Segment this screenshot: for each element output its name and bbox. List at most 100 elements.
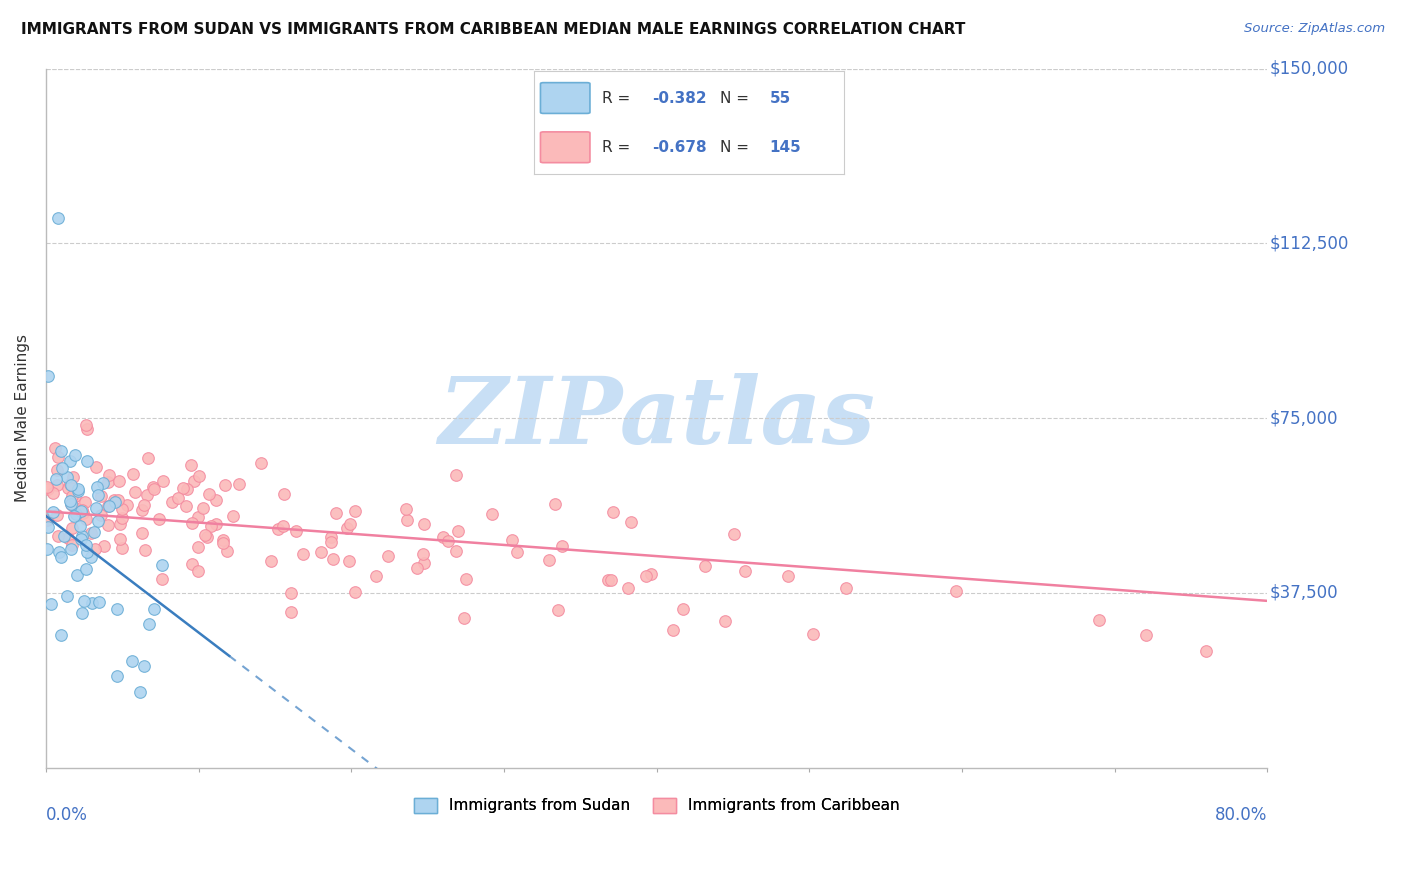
- Point: [76, 545, 98, 559]
- Point: [37, 541, 59, 556]
- Text: $112,500: $112,500: [1270, 235, 1350, 252]
- Point: [337, 554, 360, 568]
- Point: [193, 500, 215, 515]
- Point: [80, 597, 103, 611]
- Point: [69, 532, 91, 546]
- Point: [176, 500, 198, 514]
- Point: [344, 585, 367, 599]
- Point: [110, 502, 132, 516]
- Point: [121, 654, 143, 668]
- Point: [41, 505, 63, 519]
- Point: [60, 478, 83, 492]
- Point: [138, 451, 160, 466]
- Point: [150, 558, 173, 572]
- Point: [93, 539, 115, 553]
- Point: [447, 524, 470, 538]
- Point: [76, 454, 98, 468]
- Point: [134, 498, 156, 512]
- Point: [60, 538, 83, 552]
- Y-axis label: Median Male Earnings: Median Male Earnings: [15, 334, 30, 502]
- Point: [56, 481, 79, 495]
- Point: [412, 556, 434, 570]
- Point: [212, 533, 235, 548]
- Point: [432, 530, 454, 544]
- Point: [377, 549, 399, 563]
- Point: [444, 544, 467, 558]
- Point: [89, 595, 111, 609]
- Point: [945, 584, 967, 599]
- Text: $75,000: $75,000: [1270, 409, 1339, 427]
- Point: [596, 573, 619, 587]
- Point: [80, 550, 103, 565]
- Point: [59, 542, 82, 557]
- Point: [260, 554, 283, 568]
- Point: [187, 564, 209, 578]
- Point: [75, 512, 97, 526]
- Point: [37, 480, 59, 494]
- Point: [73, 593, 96, 607]
- Point: [37, 482, 59, 496]
- Point: [212, 536, 235, 550]
- Point: [90, 508, 112, 522]
- Point: [37, 513, 59, 527]
- Point: [98, 468, 121, 483]
- Point: [197, 487, 219, 501]
- Point: [395, 501, 418, 516]
- Text: $150,000: $150,000: [1270, 60, 1348, 78]
- Point: [48, 544, 70, 558]
- Point: [37, 519, 59, 533]
- Point: [544, 498, 567, 512]
- Point: [65, 507, 87, 521]
- Point: [142, 602, 165, 616]
- Text: N =: N =: [720, 90, 749, 105]
- Point: [505, 544, 527, 558]
- Point: [661, 623, 683, 637]
- Point: [110, 511, 132, 525]
- Point: [62, 499, 84, 513]
- Point: [62, 508, 84, 523]
- Point: [280, 586, 302, 600]
- Point: [60, 496, 83, 510]
- Point: [271, 519, 294, 533]
- Point: [634, 569, 657, 583]
- Point: [83, 524, 105, 539]
- Point: [364, 569, 387, 583]
- Point: [412, 547, 434, 561]
- Point: [63, 448, 86, 462]
- Point: [194, 528, 217, 542]
- Text: -0.678: -0.678: [652, 140, 706, 155]
- Point: [72, 606, 94, 620]
- Point: [48, 529, 70, 543]
- Point: [453, 611, 475, 625]
- Point: [41, 485, 63, 500]
- Text: 80.0%: 80.0%: [1215, 806, 1267, 824]
- Text: R =: R =: [602, 90, 630, 105]
- Point: [273, 487, 295, 501]
- Point: [501, 533, 523, 548]
- Point: [672, 601, 695, 615]
- Point: [617, 581, 640, 595]
- Point: [84, 459, 107, 474]
- Point: [56, 470, 79, 484]
- Point: [1087, 613, 1109, 627]
- Point: [481, 507, 503, 521]
- Point: [46, 450, 69, 464]
- Point: [131, 525, 153, 540]
- Point: [180, 458, 202, 472]
- Point: [132, 658, 155, 673]
- Point: [538, 553, 561, 567]
- Point: [176, 483, 198, 497]
- Point: [180, 558, 202, 572]
- Point: [547, 603, 569, 617]
- Point: [72, 529, 94, 543]
- Point: [776, 569, 799, 583]
- Point: [108, 516, 131, 531]
- Point: [734, 564, 756, 578]
- Point: [152, 572, 174, 586]
- Point: [107, 493, 129, 508]
- Point: [83, 542, 105, 557]
- Point: [325, 506, 347, 520]
- Point: [51, 443, 73, 458]
- Point: [215, 543, 238, 558]
- Point: [73, 494, 96, 508]
